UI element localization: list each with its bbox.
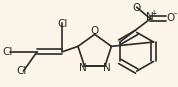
Text: -: - (173, 9, 176, 18)
Text: O: O (91, 26, 99, 36)
Text: N: N (78, 63, 86, 73)
Text: Cl: Cl (57, 19, 68, 29)
Text: O: O (133, 3, 141, 13)
Text: +: + (150, 9, 156, 17)
Text: N: N (103, 63, 111, 73)
Text: Cl: Cl (3, 47, 13, 57)
Text: O: O (167, 13, 175, 23)
Text: Cl: Cl (16, 66, 27, 76)
Text: N: N (146, 12, 154, 22)
